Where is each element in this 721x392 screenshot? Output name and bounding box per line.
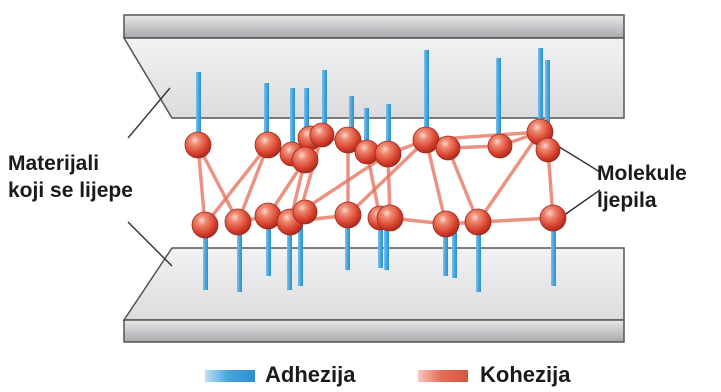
- top-plate-rim: [123, 14, 625, 39]
- materials-pointer-bottom: [127, 221, 173, 267]
- molecules-label: Molekule ljepila: [597, 160, 717, 214]
- legend-cohesion-label: Kohezija: [480, 362, 571, 387]
- legend-adhesion-label: Adhezija: [265, 362, 356, 387]
- molecules-label-line1: Molekule: [597, 162, 687, 185]
- materials-label-line2: koji se lijepe: [8, 179, 133, 202]
- materials-label-line1: Materijali: [8, 152, 100, 175]
- glue-molecules: [184, 118, 567, 239]
- adhesion-sticks: [196, 48, 556, 292]
- legend-cohesion-swatch: [418, 370, 468, 382]
- bottom-plate: [122, 247, 625, 343]
- legend: Adhezija Kohezija: [205, 362, 685, 390]
- molecules-label-line2: ljepila: [597, 189, 657, 212]
- molecules-pointer-2: [559, 189, 601, 219]
- bottom-plate-face: [122, 247, 625, 321]
- materials-pointer-top: [127, 87, 171, 139]
- bottom-plate-rim: [123, 319, 625, 343]
- materials-label: Materijali koji se lijepe: [8, 150, 158, 204]
- legend-adhesion-swatch: [205, 370, 255, 382]
